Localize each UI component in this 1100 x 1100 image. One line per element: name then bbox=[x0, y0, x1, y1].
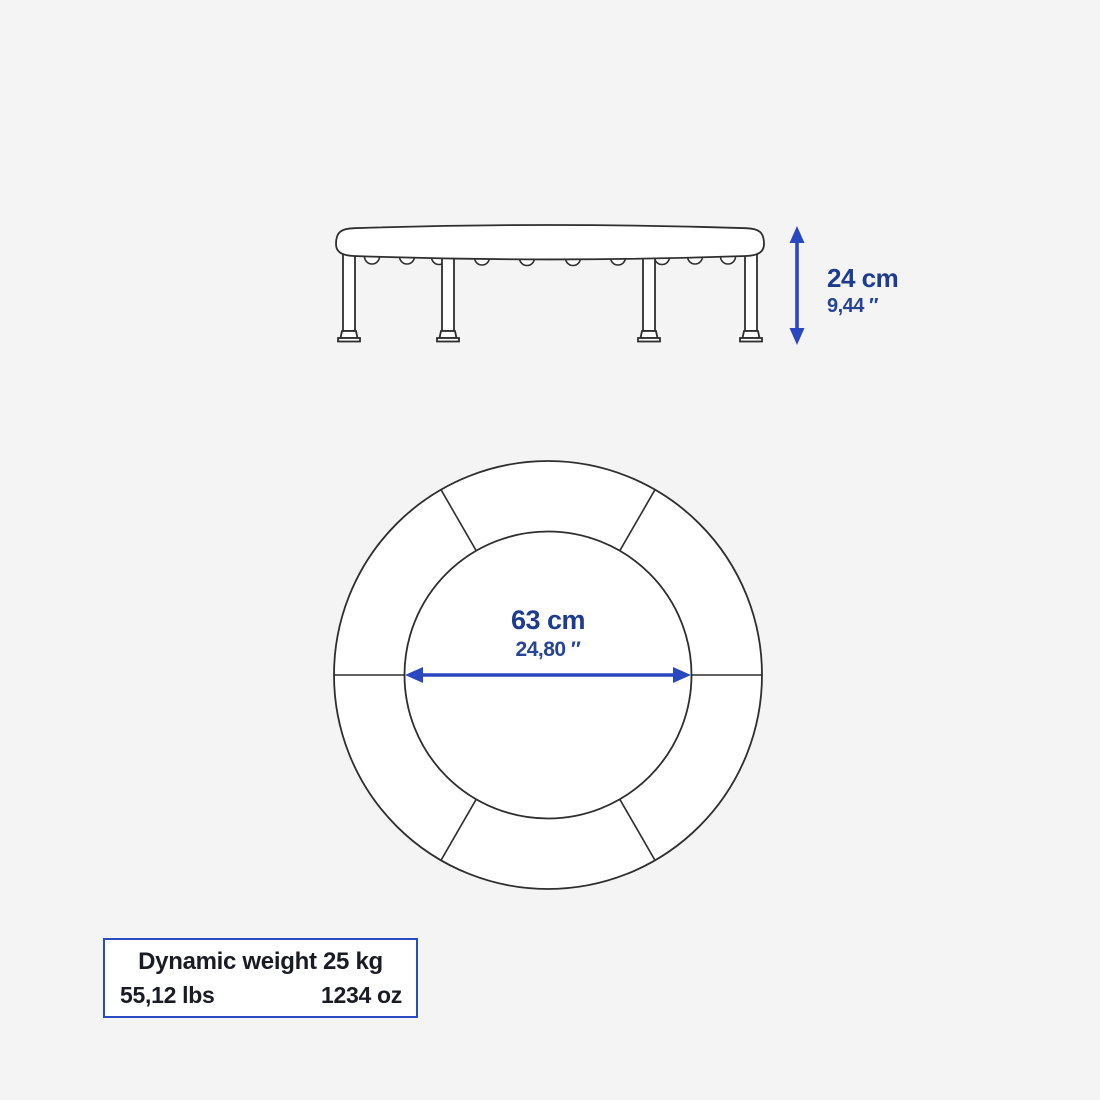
leg-base-plate bbox=[337, 337, 361, 343]
height-label: 24 cm 9,44 ″ bbox=[827, 263, 899, 319]
leg-base-plate bbox=[637, 337, 661, 343]
trampoline-pad bbox=[335, 224, 765, 261]
weight-pounds: 55,12 lbs bbox=[120, 982, 215, 1009]
leg-base-plate bbox=[739, 337, 763, 343]
arrow-left-head bbox=[405, 667, 423, 683]
height-dimension-arrow bbox=[789, 226, 805, 345]
leg-foot bbox=[741, 330, 761, 339]
diameter-label: 63 cm 24,80 ″ bbox=[510, 605, 586, 663]
trampoline-legs bbox=[337, 253, 763, 343]
height-value-inches: 9,44 ″ bbox=[827, 294, 879, 317]
spring-hook bbox=[719, 256, 737, 265]
trampoline-leg bbox=[441, 253, 455, 332]
segment-divider bbox=[440, 489, 477, 552]
trampoline-leg bbox=[342, 253, 356, 332]
trampoline-leg bbox=[642, 253, 656, 332]
trampoline-side-view bbox=[335, 224, 765, 343]
pad-segment-dividers bbox=[334, 489, 762, 861]
spring-hook bbox=[363, 256, 381, 265]
arrow-down-head bbox=[789, 328, 805, 345]
leg-base-plate bbox=[436, 337, 460, 343]
weight-title: Dynamic weight 25 kg bbox=[138, 948, 383, 975]
weight-ounces: 1234 oz bbox=[320, 982, 402, 1009]
weight-conversions-row: 55,12 lbs 1234 oz bbox=[105, 982, 416, 1009]
diameter-dimension-arrow bbox=[405, 667, 691, 683]
segment-divider bbox=[619, 798, 656, 861]
diameter-value-inches: 24,80 ″ bbox=[515, 637, 581, 661]
trampoline-leg bbox=[744, 253, 758, 332]
leg-foot bbox=[438, 330, 458, 339]
arrow-right-head bbox=[673, 667, 691, 683]
weight-box: Dynamic weight 25 kg 55,12 lbs 1234 oz bbox=[103, 938, 418, 1018]
height-value-cm: 24 cm bbox=[827, 263, 899, 293]
segment-divider bbox=[440, 798, 477, 861]
diameter-value-cm: 63 cm bbox=[510, 605, 586, 635]
segment-divider bbox=[619, 489, 656, 552]
leg-foot bbox=[339, 330, 359, 339]
leg-foot bbox=[639, 330, 659, 339]
arrow-up-head bbox=[789, 226, 805, 243]
